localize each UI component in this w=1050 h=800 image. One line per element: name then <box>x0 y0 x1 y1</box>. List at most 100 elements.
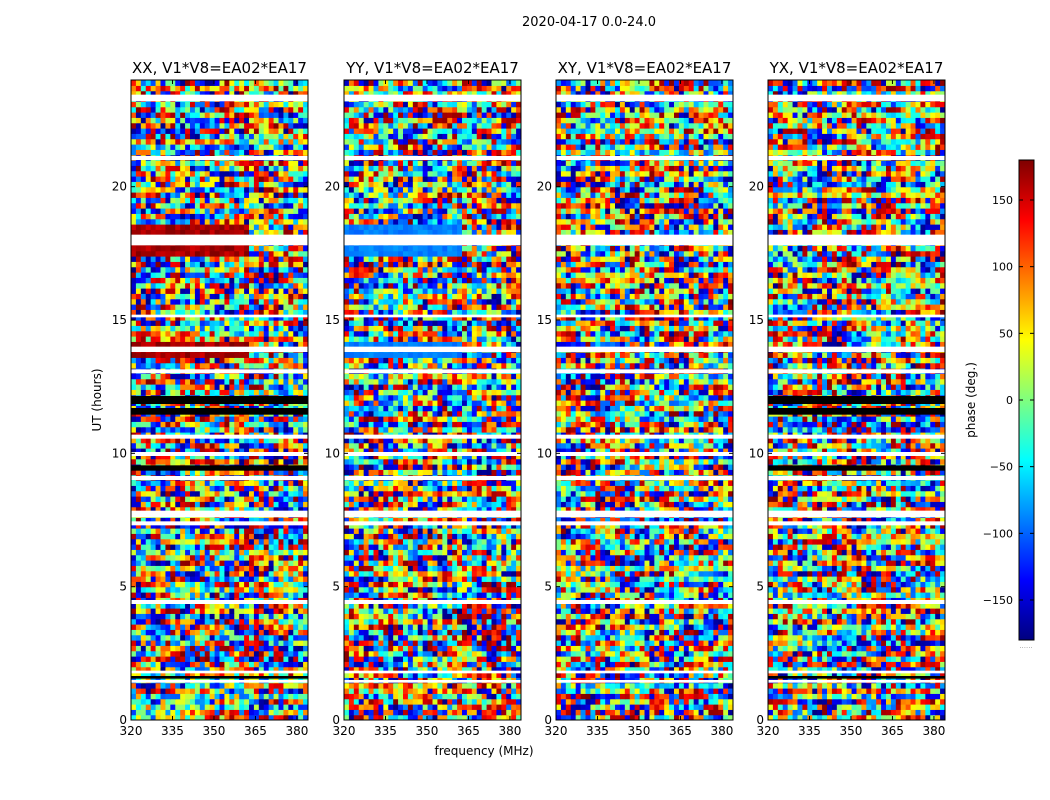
heatmap-cell <box>298 645 304 652</box>
heatmap-cell <box>150 560 157 566</box>
heatmap-cell <box>511 666 517 673</box>
heatmap-cell <box>368 698 375 705</box>
heatmap-cell <box>214 314 221 321</box>
heatmap-cell <box>209 554 216 561</box>
heatmap-cell <box>283 640 289 646</box>
heatmap-cell <box>185 213 191 220</box>
heatmap-cell <box>258 133 265 140</box>
heatmap-cell <box>175 298 181 305</box>
heatmap-cell <box>298 101 304 108</box>
heatmap-cell <box>234 192 240 198</box>
heatmap-cell <box>437 640 443 646</box>
heatmap-cell <box>293 709 299 716</box>
heatmap-cell <box>131 298 137 305</box>
heatmap-cell <box>403 650 409 657</box>
heatmap-cell <box>131 160 137 166</box>
heatmap-cell <box>403 693 409 700</box>
heatmap-cell <box>249 426 255 433</box>
heatmap-cell <box>135 421 142 428</box>
heatmap-cell <box>214 192 221 198</box>
heatmap-cell <box>268 256 275 262</box>
heatmap-cell <box>268 709 275 716</box>
heatmap-cell <box>160 133 167 140</box>
heatmap-cell <box>298 208 304 214</box>
heatmap-cell <box>180 576 186 582</box>
heatmap-cell <box>288 176 294 182</box>
heatmap-cell <box>388 709 394 716</box>
heatmap-cell <box>363 693 370 700</box>
heatmap-cell <box>258 272 265 278</box>
heatmap-cell <box>209 256 216 262</box>
heatmap-cell <box>234 592 240 598</box>
heatmap-cell <box>373 704 380 710</box>
heatmap-cell <box>135 272 142 278</box>
heatmap-cell <box>155 250 162 257</box>
heatmap-cell <box>180 384 186 390</box>
heatmap-cell <box>234 213 240 220</box>
heatmap-cell <box>462 656 468 662</box>
heatmap-cell <box>170 378 176 385</box>
heatmap-cell <box>170 554 176 561</box>
heatmap-cell <box>353 645 360 652</box>
heatmap-cell <box>273 282 280 289</box>
heatmap-cell <box>140 613 147 620</box>
heatmap-cell <box>199 336 206 342</box>
heatmap-cell <box>229 288 235 294</box>
heatmap-cell <box>209 224 216 230</box>
heatmap-cell <box>214 330 221 337</box>
heatmap-cell <box>170 261 176 268</box>
heatmap-cell <box>303 133 308 140</box>
heatmap-cell <box>209 357 216 364</box>
heatmap-cell <box>496 661 502 668</box>
heatmap-cell <box>131 565 137 572</box>
heatmap-cell <box>303 640 308 646</box>
heatmap-cell <box>194 160 201 166</box>
heatmap-cell <box>298 378 304 385</box>
heatmap-cell <box>486 672 493 678</box>
heatmap-cell <box>249 581 255 588</box>
heatmap-cell <box>204 186 211 193</box>
heatmap-cell <box>253 538 260 545</box>
heatmap-cell <box>358 682 365 689</box>
heatmap-cell <box>160 586 167 593</box>
heatmap-cell <box>358 704 365 710</box>
heatmap-cell <box>368 714 375 720</box>
heatmap-cell <box>131 517 137 524</box>
heatmap-cell <box>234 704 240 710</box>
heatmap-cell <box>204 682 211 689</box>
heatmap-cell <box>194 709 201 716</box>
heatmap-cell <box>288 80 294 86</box>
heatmap-cell <box>273 629 280 636</box>
heatmap-cell <box>204 549 211 556</box>
heatmap-cell <box>258 528 265 534</box>
heatmap-cell <box>135 261 142 268</box>
heatmap-cell <box>204 426 211 433</box>
heatmap-cell <box>398 693 404 700</box>
heatmap-cell <box>190 272 196 278</box>
heatmap-cell <box>140 250 147 257</box>
heatmap-cell <box>185 666 191 673</box>
heatmap-cell <box>268 208 275 214</box>
heatmap-cell <box>486 709 493 716</box>
heatmap-cell <box>224 330 230 337</box>
heatmap-cell <box>224 682 230 689</box>
heatmap-cell <box>170 229 176 236</box>
heatmap-cell <box>165 144 171 150</box>
heatmap-cell <box>219 106 226 113</box>
heatmap-cell <box>190 650 196 657</box>
heatmap-cell <box>170 640 176 646</box>
heatmap-cell <box>145 549 152 556</box>
heatmap-cell <box>288 362 294 369</box>
heatmap-cell <box>194 122 201 129</box>
heatmap-cell <box>190 256 196 262</box>
heatmap-cell <box>224 714 230 720</box>
heatmap-cell <box>214 325 221 332</box>
heatmap-cell <box>190 640 196 646</box>
heatmap-cell <box>363 650 370 657</box>
heatmap-cell <box>165 421 171 428</box>
heatmap-cell <box>155 357 162 364</box>
heatmap-cell <box>437 629 443 636</box>
heatmap-cell <box>249 357 255 364</box>
heatmap-cell <box>219 682 226 689</box>
heatmap-cell <box>140 554 147 561</box>
